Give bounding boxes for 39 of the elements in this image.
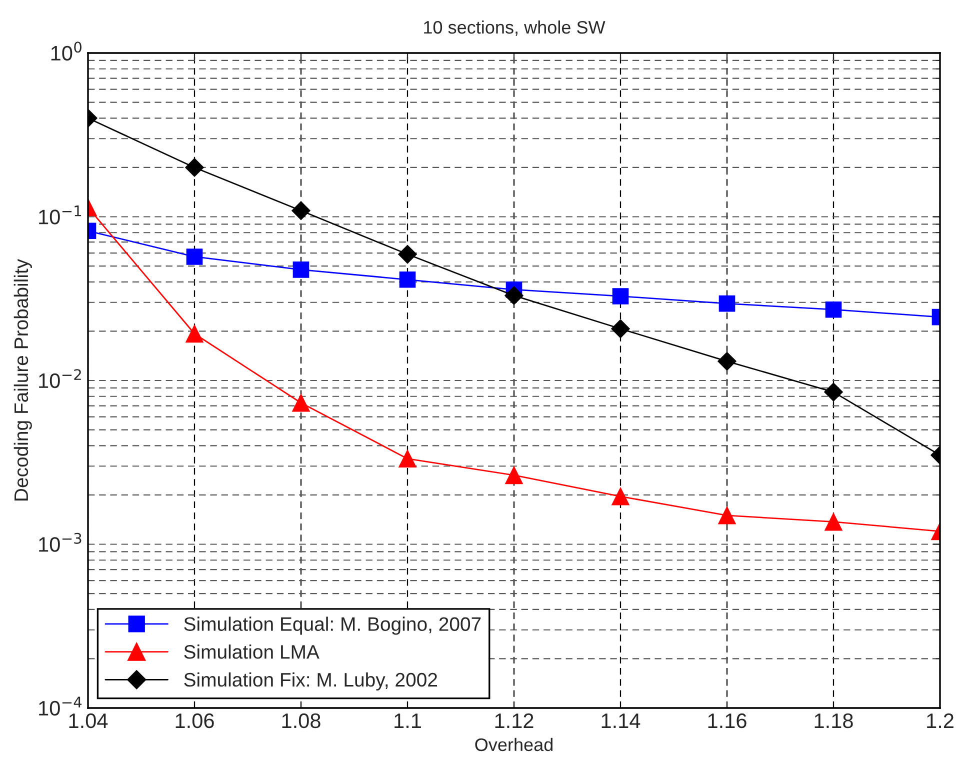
x-axis-title: Overhead	[475, 738, 552, 752]
point	[185, 158, 204, 177]
point	[186, 248, 203, 265]
point	[398, 450, 416, 468]
point	[718, 295, 736, 312]
x-tick-label: 1.16	[708, 713, 746, 728]
point	[505, 466, 523, 484]
y-tick-label: 10$^{−3}$	[39, 532, 82, 552]
y-tick-label: 10$^{0}$	[51, 42, 82, 61]
point	[186, 324, 204, 343]
point	[825, 301, 842, 318]
y-tick-label: 10$^{−1}$	[39, 206, 82, 224]
x-tick-label: 1.18	[814, 713, 853, 728]
point	[398, 244, 417, 264]
point	[292, 262, 310, 278]
y-axis-title: Decoding Failure Probability	[14, 258, 32, 500]
legend-label: Simulation Equal: M. Bogino, 2007	[184, 616, 481, 635]
point	[612, 488, 630, 506]
y-tick-label: 10$^{−2}$	[39, 369, 81, 388]
x-tick-label: 1.04	[69, 713, 108, 728]
point	[718, 506, 736, 524]
x-tick-label: 1.08	[282, 713, 320, 728]
point	[292, 394, 310, 412]
chart-title: 10 sections, whole SW	[424, 20, 606, 36]
x-tick-label: 1.2	[927, 713, 954, 728]
x-tick-label: 1.1	[394, 714, 421, 728]
legend-label: Simulation Fix: M. Luby, 2002	[184, 672, 438, 690]
point	[611, 319, 630, 338]
point	[718, 352, 736, 371]
x-tick-label: 1.06	[176, 713, 214, 728]
point	[612, 288, 629, 304]
point	[399, 271, 416, 288]
point	[824, 382, 843, 402]
point	[824, 513, 842, 531]
legend-label: Simulation LMA	[184, 644, 320, 659]
x-tick-label: 1.14	[602, 714, 640, 728]
point	[292, 201, 310, 220]
x-tick-label: 1.12	[495, 713, 534, 728]
point	[504, 286, 524, 305]
